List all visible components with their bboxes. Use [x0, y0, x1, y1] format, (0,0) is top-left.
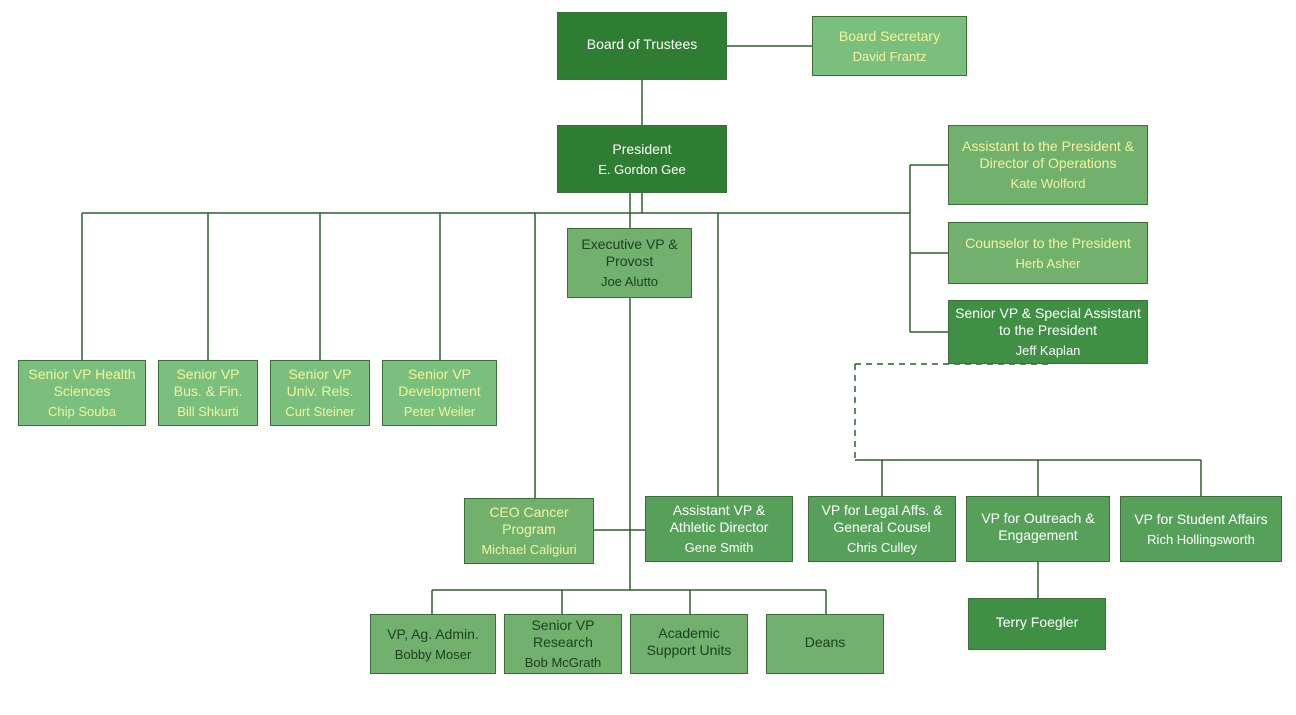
node-subtitle: Gene Smith: [685, 540, 754, 556]
node-title: VP, Ag. Admin.: [387, 626, 479, 643]
node-title: Senior VP Health Sciences: [25, 366, 139, 400]
node-title: Counselor to the President: [965, 235, 1131, 252]
node-subtitle: Jeff Kaplan: [1016, 343, 1081, 359]
node-subtitle: Chris Culley: [847, 540, 917, 556]
node-assistant: Assistant to the President & Director of…: [948, 125, 1148, 205]
node-terry: Terry Foegler: [968, 598, 1106, 650]
node-vp_legal: VP for Legal Affs. & General Cousel Chris…: [808, 496, 956, 562]
node-svp_univrel: Senior VP Univ. Rels. Curt Steiner: [270, 360, 370, 426]
node-subtitle: Michael Caligiuri: [481, 542, 576, 558]
node-acad_support: Academic Support Units: [630, 614, 748, 674]
node-title: Executive VP & Provost: [574, 236, 685, 270]
node-vp_outreach: VP for Outreach & Engagement: [966, 496, 1110, 562]
node-subtitle: Herb Asher: [1015, 256, 1080, 272]
node-subtitle: Bobby Moser: [395, 647, 472, 663]
node-title: Senior VP Univ. Rels.: [277, 366, 363, 400]
org-chart-canvas: Board of Trustees Board Secretary David Fr…: [0, 0, 1296, 715]
node-vp_student: VP for Student Affairs Rich Hollingsworth: [1120, 496, 1282, 562]
node-subtitle: David Frantz: [853, 49, 927, 65]
node-counselor: Counselor to the President Herb Asher: [948, 222, 1148, 284]
node-subtitle: Curt Steiner: [285, 404, 354, 420]
node-title: President: [612, 141, 671, 158]
node-title: Senior VP Development: [389, 366, 490, 400]
node-svp_devel: Senior VP Development Peter Weiler: [382, 360, 497, 426]
node-title: VP for Student Affairs: [1134, 511, 1267, 528]
node-subtitle: Rich Hollingsworth: [1147, 532, 1255, 548]
node-athletic: Assistant VP & Athletic Director Gene Smi…: [645, 496, 793, 562]
node-title: VP for Legal Affs. & General Cousel: [815, 502, 949, 536]
node-svp_health: Senior VP Health Sciences Chip Souba: [18, 360, 146, 426]
node-board: Board of Trustees: [557, 12, 727, 80]
node-subtitle: Kate Wolford: [1011, 176, 1086, 192]
node-title: Senior VP Bus. & Fin.: [165, 366, 251, 400]
node-title: Board Secretary: [839, 28, 940, 45]
node-board_sec: Board Secretary David Frantz: [812, 16, 967, 76]
node-deans: Deans: [766, 614, 884, 674]
node-exec_vp: Executive VP & Provost Joe Alutto: [567, 228, 692, 298]
node-svp_busfin: Senior VP Bus. & Fin. Bill Shkurti: [158, 360, 258, 426]
node-title: Assistant VP & Athletic Director: [652, 502, 786, 536]
node-subtitle: Peter Weiler: [404, 404, 475, 420]
node-title: Academic Support Units: [637, 625, 741, 659]
node-subtitle: Bill Shkurti: [177, 404, 238, 420]
node-vp_ag: VP, Ag. Admin. Bobby Moser: [370, 614, 496, 674]
node-title: Terry Foegler: [996, 614, 1078, 631]
node-svp_special: Senior VP & Special Assistant to the Pre…: [948, 300, 1148, 364]
node-president: President E. Gordon Gee: [557, 125, 727, 193]
node-title: CEO Cancer Program: [471, 504, 587, 538]
node-subtitle: Chip Souba: [48, 404, 116, 420]
node-svp_research: Senior VP Research Bob McGrath: [504, 614, 622, 674]
node-subtitle: Joe Alutto: [601, 274, 658, 290]
node-title: VP for Outreach & Engagement: [973, 510, 1103, 544]
node-title: Senior VP & Special Assistant to the Pre…: [955, 305, 1141, 339]
node-title: Deans: [805, 634, 845, 651]
node-title: Senior VP Research: [511, 617, 615, 651]
node-subtitle: Bob McGrath: [525, 655, 602, 671]
node-title: Board of Trustees: [587, 36, 698, 53]
node-ceo_cancer: CEO Cancer Program Michael Caligiuri: [464, 498, 594, 564]
node-title: Assistant to the President & Director of…: [955, 138, 1141, 172]
node-subtitle: E. Gordon Gee: [598, 162, 685, 178]
